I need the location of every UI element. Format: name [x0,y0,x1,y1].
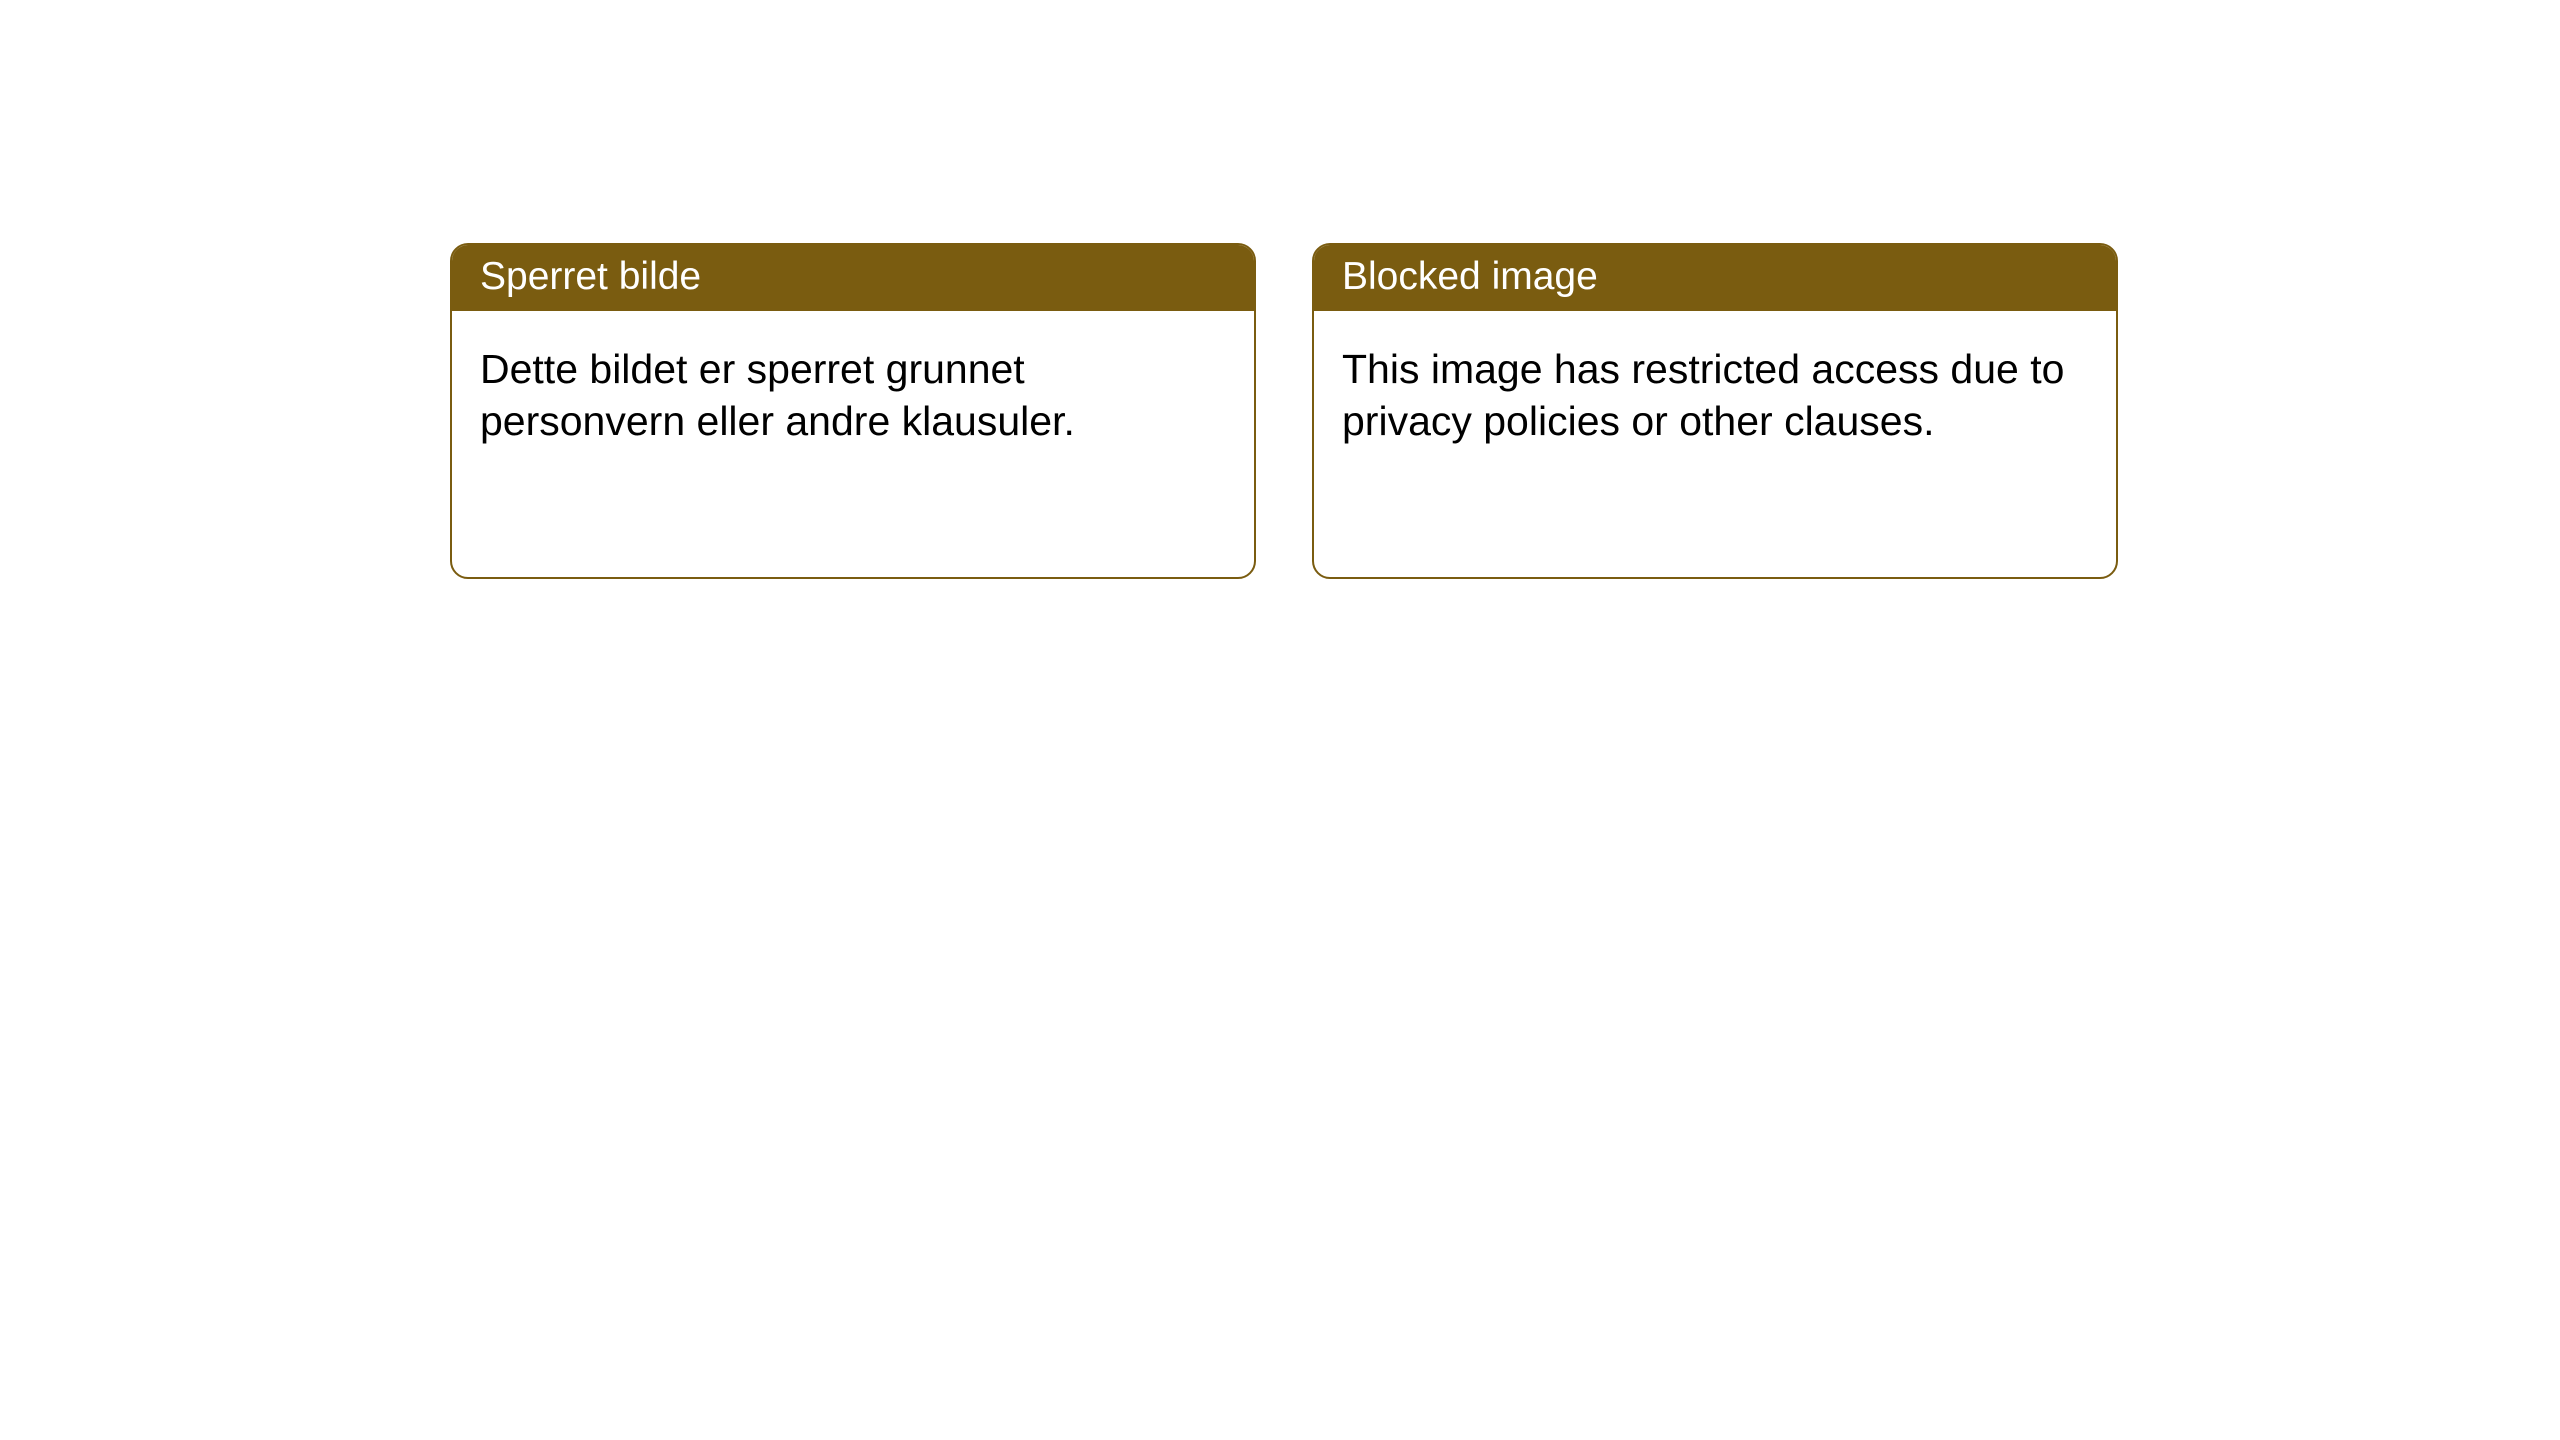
card-title: Blocked image [1314,245,2116,311]
notice-cards-container: Sperret bilde Dette bildet er sperret gr… [0,0,2560,579]
card-title: Sperret bilde [452,245,1254,311]
card-body-text: This image has restricted access due to … [1314,311,2116,480]
card-body-text: Dette bildet er sperret grunnet personve… [452,311,1254,480]
blocked-image-card-english: Blocked image This image has restricted … [1312,243,2118,579]
blocked-image-card-norwegian: Sperret bilde Dette bildet er sperret gr… [450,243,1256,579]
